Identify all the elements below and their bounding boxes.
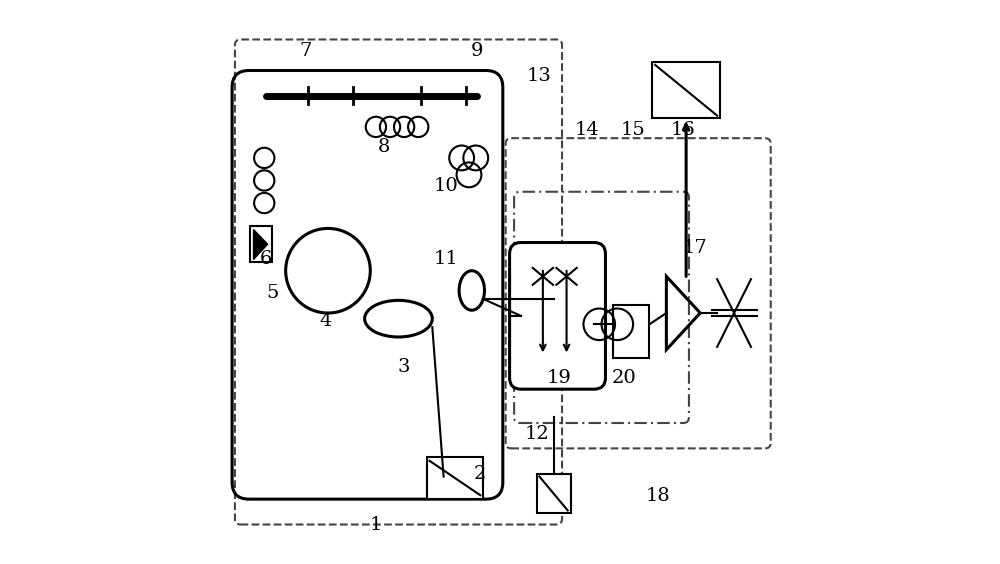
Text: 6: 6	[260, 250, 272, 268]
Text: 11: 11	[434, 250, 459, 268]
Text: 9: 9	[471, 42, 484, 60]
Text: 5: 5	[267, 284, 279, 302]
Text: 7: 7	[299, 42, 312, 60]
Text: 3: 3	[398, 358, 410, 376]
Text: 4: 4	[319, 312, 331, 331]
Text: 17: 17	[682, 239, 707, 257]
FancyBboxPatch shape	[613, 305, 649, 358]
FancyBboxPatch shape	[652, 62, 720, 118]
FancyBboxPatch shape	[510, 243, 605, 389]
FancyBboxPatch shape	[537, 474, 570, 513]
Text: 15: 15	[620, 121, 645, 139]
Text: 8: 8	[378, 138, 391, 156]
Text: 1: 1	[370, 515, 382, 534]
Text: 14: 14	[575, 121, 600, 139]
Text: 13: 13	[527, 67, 552, 85]
Text: 18: 18	[646, 487, 670, 505]
Polygon shape	[254, 230, 268, 259]
Text: 2: 2	[474, 465, 486, 483]
Text: 19: 19	[547, 369, 572, 387]
FancyBboxPatch shape	[427, 457, 483, 499]
Text: 16: 16	[671, 121, 696, 139]
FancyBboxPatch shape	[250, 226, 272, 262]
Text: 20: 20	[612, 369, 636, 387]
Text: 12: 12	[524, 425, 549, 443]
Text: 10: 10	[434, 177, 459, 195]
